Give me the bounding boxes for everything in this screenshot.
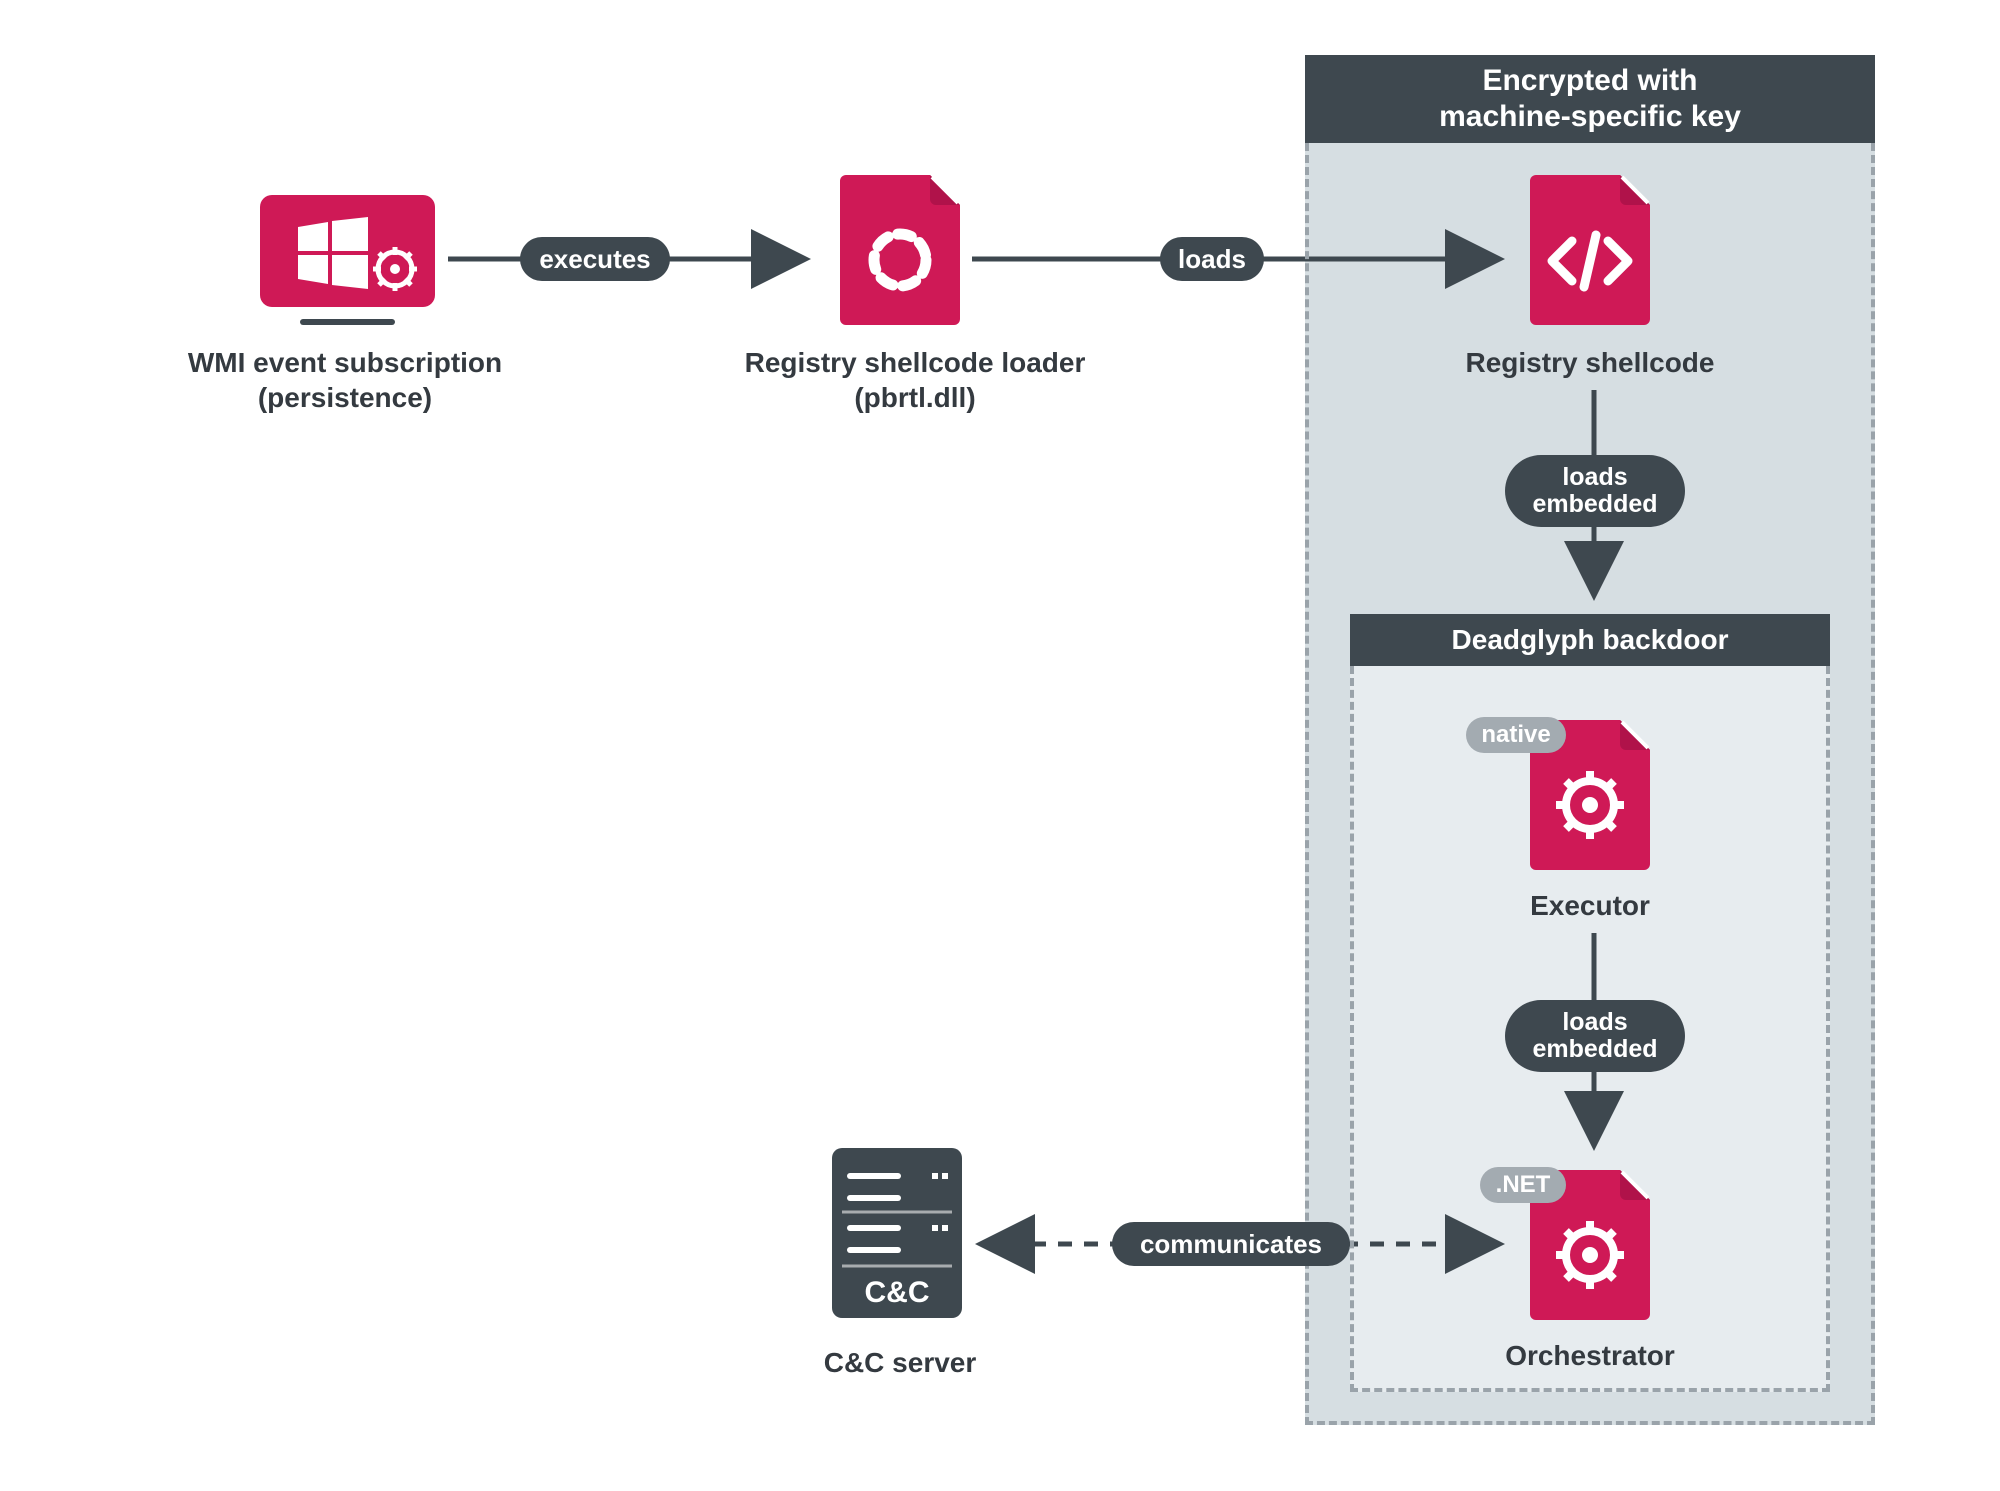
pill-loads-embedded-2: loads embedded: [1505, 1000, 1685, 1072]
inner-container-header: Deadglyph backdoor: [1350, 614, 1830, 666]
orchestrator-label: Orchestrator: [1380, 1338, 1800, 1373]
executor-label: Executor: [1380, 888, 1800, 923]
loader-label: Registry shellcode loader(pbrtl.dll): [660, 345, 1170, 415]
cc-server-icon: C&C: [832, 1148, 962, 1318]
cc-label: C&C server: [720, 1345, 1080, 1380]
inner-header-text: Deadglyph backdoor: [1452, 623, 1729, 657]
wmi-monitor-icon: [260, 195, 435, 325]
pill-loads-embedded-1: loads embedded: [1505, 455, 1685, 527]
diagram-canvas: C&C Encrypted withmachine-specific key D…: [0, 0, 2000, 1491]
outer-header-text: Encrypted withmachine-specific key: [1439, 63, 1741, 135]
wmi-label: WMI event subscription(persistence): [90, 345, 600, 415]
pill-communicates: communicates: [1112, 1222, 1350, 1266]
shellcode-label: Registry shellcode: [1380, 345, 1800, 380]
pill-loads: loads: [1160, 237, 1264, 281]
outer-container-header: Encrypted withmachine-specific key: [1305, 55, 1875, 143]
pill-executes: executes: [520, 237, 670, 281]
badge-native: native: [1466, 717, 1566, 753]
badge-dotnet: .NET: [1480, 1167, 1566, 1203]
loader-doc-icon: [840, 175, 960, 325]
cc-icon-label: C&C: [865, 1276, 930, 1309]
